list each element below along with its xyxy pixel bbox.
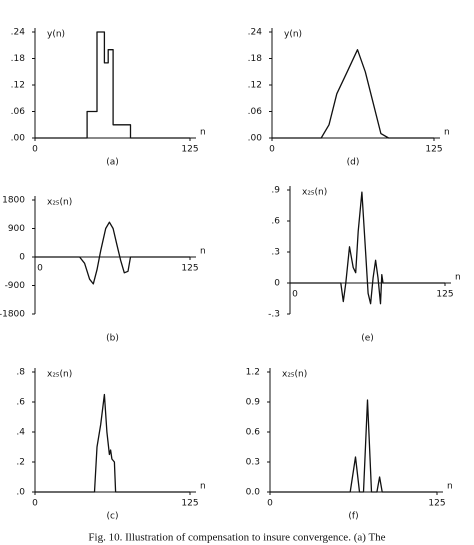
y-axis-label: x₂₅(n) [282,370,307,380]
y-tick-label: -900 [5,281,26,291]
y-tick-label: .06 [248,107,263,117]
data-line [290,191,445,305]
y-tick-label: .3 [271,248,280,258]
y-axis-label: y(n) [47,30,65,40]
y-tick-label: 0 [19,253,25,263]
x-tick-label: 125 [181,264,198,274]
y-tick-label: .12 [11,81,25,91]
y-tick-label: .9 [271,186,280,196]
x-axis-label: n [444,128,450,138]
y-tick-label: .2 [16,458,25,468]
x-tick-label: 0 [37,264,43,274]
x-tick-label: 0 [32,145,38,155]
y-tick-label: 0.0 [246,488,261,498]
y-tick-label: .0 [16,488,25,498]
y-tick-label: 0.9 [246,398,261,408]
y-tick-label: .6 [271,217,280,227]
x-axis-label: n [447,482,453,492]
panel-label: (e) [361,334,374,344]
x-tick-label: 125 [425,145,442,155]
x-axis-label: n [455,273,461,283]
y-axis-label: x₂₅(n) [47,370,72,380]
panel-label: (f) [348,512,358,522]
x-tick-label: 0 [267,499,273,509]
y-tick-label: .24 [248,28,263,38]
y-tick-label: 900 [8,224,25,234]
x-tick-label: 125 [181,145,198,155]
y-tick-label: 0.6 [246,428,261,438]
y-axis-label: y(n) [284,30,302,40]
y-tick-label: .06 [11,107,26,117]
y-tick-label: .24 [11,28,26,38]
data-line [35,393,190,493]
y-tick-label: -.3 [268,310,280,320]
data-line [270,399,437,493]
y-axis-label: x₂₅(n) [302,188,327,198]
y-tick-label: 0.3 [246,458,260,468]
y-tick-label: .18 [11,54,26,64]
y-tick-label: .00 [11,134,26,144]
x-tick-label: 0 [32,499,38,509]
x-tick-label: 0 [292,290,298,300]
y-tick-label: .4 [16,428,25,438]
y-tick-label: .12 [248,81,262,91]
x-tick-label: 125 [181,499,198,509]
y-tick-label: .8 [16,368,25,378]
figure-caption: Fig. 10. Illustration of compensation to… [88,532,385,544]
y-tick-label: 0 [274,279,280,289]
panel-label: (a) [106,158,119,168]
data-line [35,31,190,139]
panel-label: (b) [106,334,119,344]
panel-label: (d) [347,158,360,168]
x-axis-label: n [200,247,206,257]
x-tick-label: 125 [436,290,453,300]
y-tick-label: 1800 [2,196,25,206]
x-tick-label: 0 [269,145,275,155]
x-axis-label: n [200,482,206,492]
y-axis-label: x₂₅(n) [47,198,72,208]
data-line [35,221,190,285]
data-line [272,49,434,139]
x-axis-label: n [200,128,206,138]
y-tick-label: 1.2 [246,368,260,378]
panel-label: (c) [107,512,119,522]
y-tick-label: .00 [248,134,263,144]
y-tick-label: .6 [16,398,25,408]
y-tick-label: -1800 [0,310,25,320]
y-tick-label: .18 [248,54,263,64]
x-tick-label: 125 [428,499,445,509]
